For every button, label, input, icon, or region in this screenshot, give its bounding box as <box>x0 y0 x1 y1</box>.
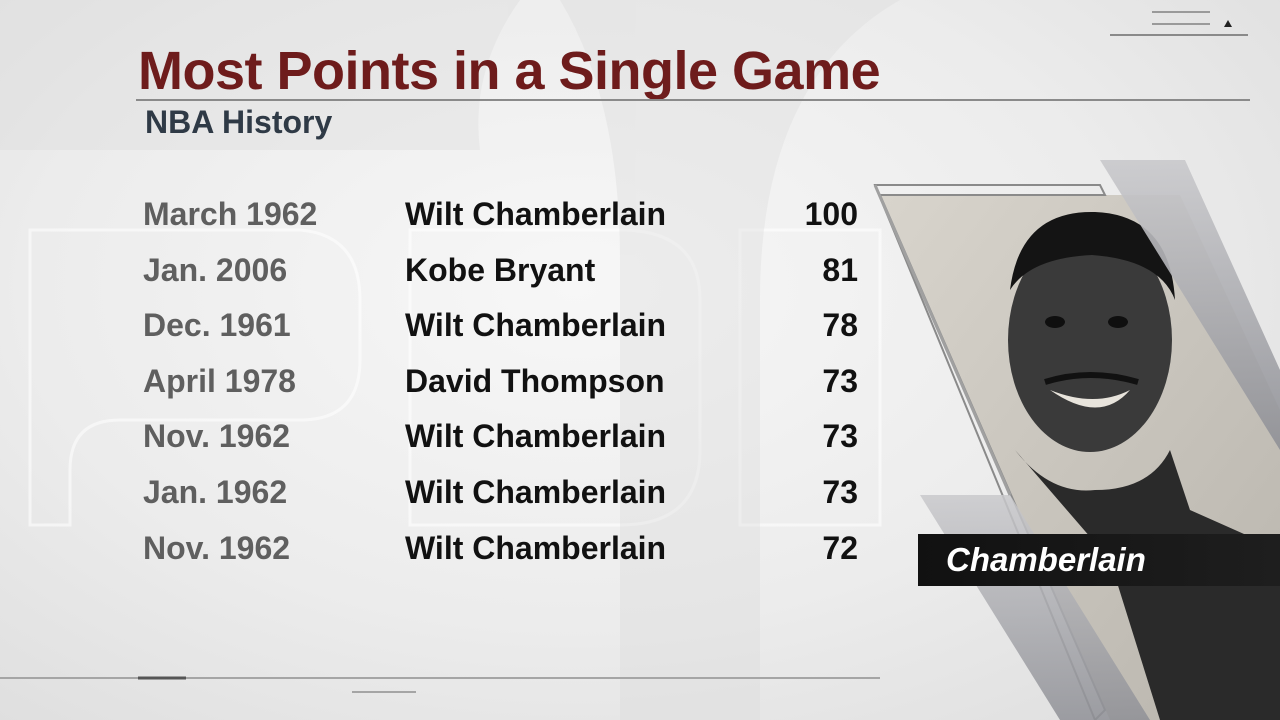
table-row: April 1978 David Thompson 73 <box>143 353 883 409</box>
points-value: 73 <box>822 362 858 399</box>
table-row: Nov. 1962 Wilt Chamberlain 73 <box>143 408 883 464</box>
table-row: Jan. 1962 Wilt Chamberlain 73 <box>143 464 883 520</box>
game-date: April 1978 <box>143 362 296 399</box>
player-photo-panel <box>873 160 1280 720</box>
points-value: 72 <box>822 529 858 566</box>
player-name: Wilt Chamberlain <box>405 307 667 344</box>
table-row: Dec. 1961 Wilt Chamberlain 78 <box>143 297 883 353</box>
player-name: Wilt Chamberlain <box>405 473 667 510</box>
points-value: 73 <box>822 473 858 510</box>
game-date: Nov. 1962 <box>143 529 291 566</box>
points-value: 81 <box>822 251 858 288</box>
table-row: Jan. 2006 Kobe Bryant 81 <box>143 242 883 298</box>
points-value: 78 <box>822 307 858 344</box>
game-date: Dec. 1961 <box>143 307 291 344</box>
points-value: 73 <box>822 418 858 455</box>
bottom-decoration <box>0 676 880 693</box>
player-name: David Thompson <box>405 362 665 399</box>
player-name: Kobe Bryant <box>405 251 596 288</box>
game-date: Nov. 1962 <box>143 418 291 455</box>
title-divider <box>136 99 1250 101</box>
table-row: March 1962 Wilt Chamberlain 100 <box>143 186 883 242</box>
player-name: Wilt Chamberlain <box>405 418 667 455</box>
game-date: Jan. 2006 <box>143 251 288 288</box>
points-value: 100 <box>804 196 858 232</box>
game-date: March 1962 <box>143 196 318 232</box>
game-date: Jan. 1962 <box>143 473 288 510</box>
player-caption: Chamberlain <box>918 534 1280 586</box>
caption-text: Chamberlain <box>946 541 1146 578</box>
page-subtitle: NBA History <box>145 104 333 140</box>
page-title: Most Points in a Single Game <box>138 41 881 101</box>
table-row: Nov. 1962 Wilt Chamberlain 72 <box>143 520 883 576</box>
top-decoration <box>1110 11 1248 36</box>
player-name: Wilt Chamberlain <box>405 529 667 566</box>
scores-table: March 1962 Wilt Chamberlain 100 Jan. 200… <box>143 186 883 575</box>
player-name: Wilt Chamberlain <box>405 196 667 232</box>
